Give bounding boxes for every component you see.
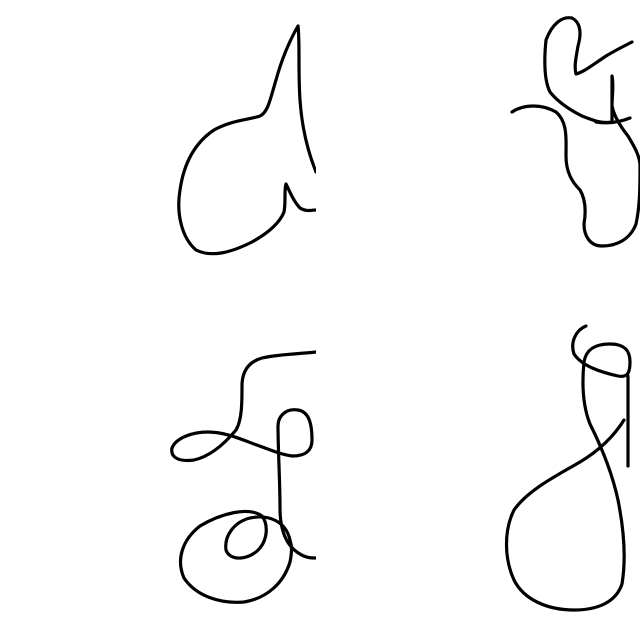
doodle-bottom-left-lower-loop — [178, 509, 294, 604]
doodle-top-left — [177, 24, 316, 256]
doodle-bottom-left — [170, 350, 316, 604]
doodle-top-right-stroke — [510, 16, 640, 248]
doodle-bottom-right — [504, 324, 632, 612]
doodle-top-right — [510, 16, 640, 248]
doodle-bottom-left-stroke — [170, 350, 316, 560]
doodle-bottom-right-stroke — [504, 324, 632, 612]
doodle-top-left-stroke — [177, 24, 316, 256]
doodle-top-right-crossbar — [594, 116, 632, 125]
